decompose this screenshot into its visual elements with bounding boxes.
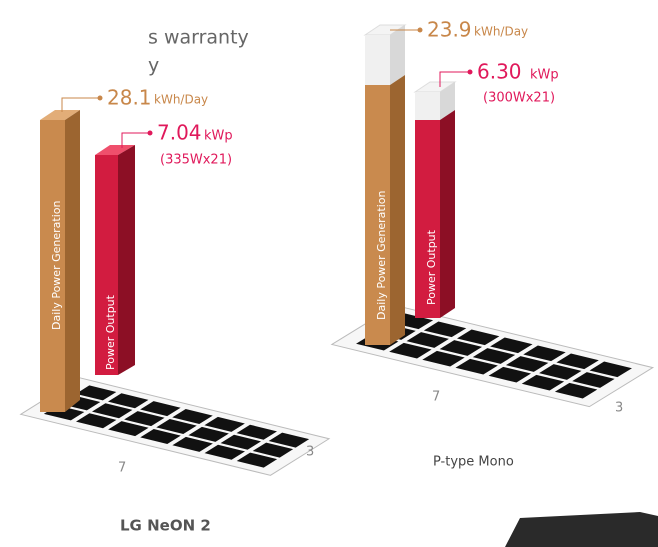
callout-line bbox=[439, 71, 470, 87]
panel-cell bbox=[172, 409, 213, 424]
unit: kWp bbox=[204, 129, 233, 144]
panel-cell bbox=[268, 432, 310, 448]
bar-top bbox=[95, 145, 135, 155]
panel-cell bbox=[188, 426, 229, 442]
bar-top bbox=[40, 110, 80, 120]
bar-label: Daily Power Generation bbox=[375, 191, 388, 320]
detail: (300Wx21) bbox=[483, 91, 555, 106]
grid-dimension: 3 bbox=[615, 401, 623, 416]
panel-cell bbox=[140, 429, 181, 444]
right-bars: Daily Power Generation Power Output 23.9… bbox=[363, 18, 623, 470]
unit: kWp bbox=[530, 68, 559, 83]
bar-side bbox=[390, 75, 405, 345]
panel-cell bbox=[439, 340, 483, 356]
bar-excess bbox=[415, 92, 440, 120]
panel-cell bbox=[554, 382, 598, 399]
panel-cell bbox=[505, 356, 549, 372]
panel-cell bbox=[406, 332, 449, 348]
panel-cell bbox=[521, 374, 565, 391]
panel-cell bbox=[455, 358, 498, 375]
panel-cell bbox=[108, 421, 149, 437]
panel-cell bbox=[488, 366, 532, 383]
bar-side bbox=[440, 110, 455, 318]
detail: (335Wx21) bbox=[160, 153, 232, 168]
panel-cell bbox=[172, 436, 213, 452]
panel-cell bbox=[252, 442, 294, 458]
panel-cell bbox=[220, 434, 262, 450]
panel-cell bbox=[589, 361, 632, 378]
grid-dimension: 7 bbox=[118, 461, 126, 476]
unit: kWh/Day bbox=[154, 93, 208, 107]
caption: P-type Mono bbox=[433, 455, 514, 470]
caption: LG NeON 2 bbox=[120, 517, 211, 535]
callout-dot bbox=[147, 130, 153, 136]
bar-side bbox=[390, 25, 405, 85]
bar-side bbox=[440, 82, 455, 120]
unit: kWh/Day bbox=[474, 25, 528, 39]
output-bar bbox=[95, 155, 118, 375]
panel-cell bbox=[75, 385, 117, 401]
panel-cell bbox=[140, 401, 181, 417]
header-text: s warranty bbox=[148, 27, 249, 49]
panel-cell bbox=[107, 393, 149, 409]
value: 23.9 bbox=[427, 18, 472, 42]
panel-cell bbox=[91, 403, 133, 419]
panel-cell bbox=[204, 416, 245, 432]
header-text: y bbox=[148, 55, 159, 77]
bar-side bbox=[65, 110, 80, 412]
decor bbox=[505, 512, 658, 547]
panel-cell bbox=[490, 337, 533, 354]
callout-line bbox=[121, 132, 150, 148]
output-bar bbox=[415, 120, 440, 318]
generation-bar bbox=[40, 120, 65, 412]
panel-cell bbox=[423, 321, 467, 338]
grid-dimension: 3 bbox=[306, 445, 314, 460]
panel-cell bbox=[456, 329, 500, 346]
panel-cell bbox=[556, 353, 599, 370]
bar-excess bbox=[365, 35, 390, 85]
value: 6.30 bbox=[477, 60, 522, 84]
panel-cell bbox=[389, 342, 432, 359]
left-bars: Daily Power Generation Power Output 28.1… bbox=[40, 86, 314, 535]
bar-label: Daily Power Generation bbox=[50, 201, 63, 330]
bar-side bbox=[118, 145, 135, 375]
panel-cell bbox=[75, 413, 117, 429]
panel-cell bbox=[422, 350, 465, 367]
callout-dot bbox=[417, 27, 423, 33]
grid-dimension: 7 bbox=[432, 390, 440, 405]
bar-label: Power Output bbox=[104, 294, 117, 370]
panel-cell bbox=[236, 452, 278, 468]
panel-cell bbox=[472, 348, 516, 364]
panel-cell bbox=[156, 419, 197, 434]
panel-cell bbox=[204, 444, 246, 460]
value: 28.1 bbox=[107, 86, 152, 110]
panel-cell bbox=[236, 424, 278, 440]
panel-cell bbox=[523, 345, 566, 362]
panel-cell bbox=[539, 364, 582, 380]
callout-dot bbox=[467, 69, 473, 75]
panel-cell bbox=[124, 411, 165, 427]
panel-cell bbox=[572, 372, 615, 388]
bar-label: Power Output bbox=[425, 229, 438, 305]
callout-dot bbox=[97, 95, 103, 101]
value: 7.04 bbox=[157, 121, 202, 145]
callout-line bbox=[61, 97, 100, 112]
generation-bar bbox=[365, 85, 390, 345]
